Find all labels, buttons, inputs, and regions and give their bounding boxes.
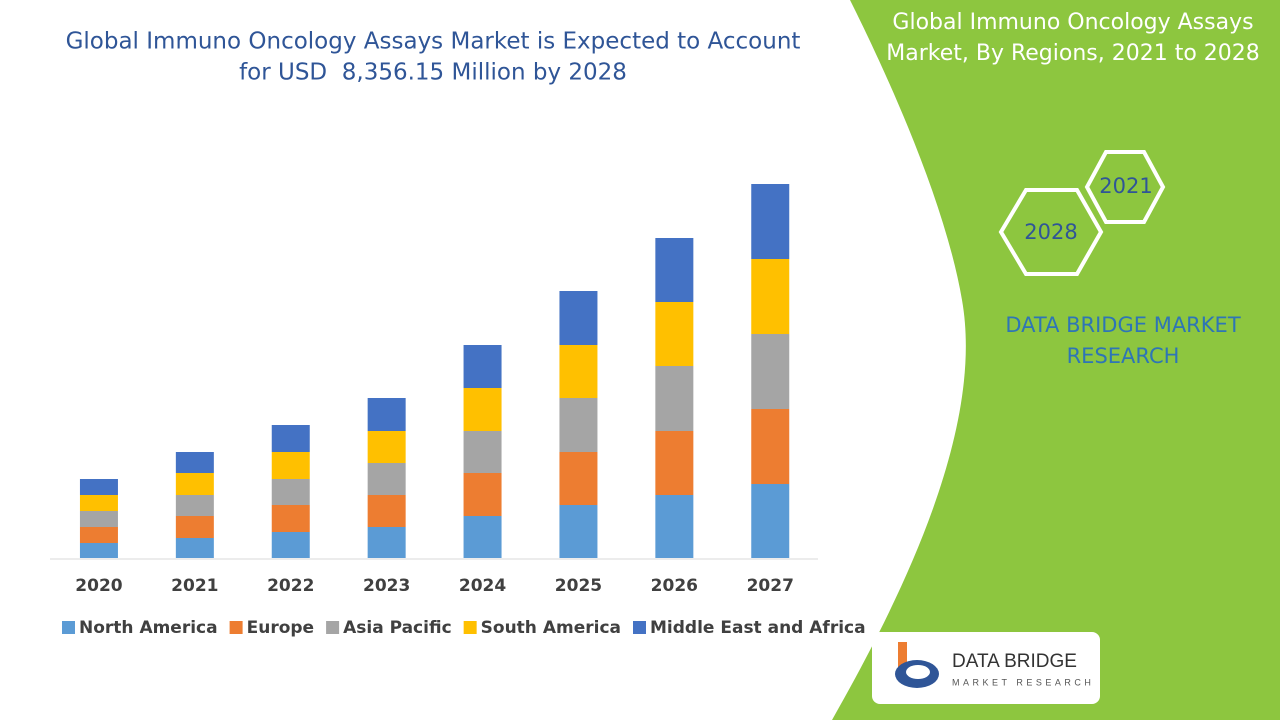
- bar-segment: [559, 291, 598, 345]
- side-panel-bg: [832, 0, 1280, 720]
- logo-hole: [906, 665, 930, 679]
- bar-segment: [367, 527, 406, 558]
- side-title: Global Immuno Oncology Assays: [892, 10, 1253, 35]
- bar-segment: [79, 511, 118, 527]
- x-tick-label: 2021: [171, 576, 218, 596]
- bar-segment: [559, 398, 598, 452]
- legend-swatch: [229, 621, 243, 634]
- bar-segment: [751, 259, 790, 334]
- legend-swatch: [326, 621, 340, 634]
- logo-box: [872, 632, 1100, 704]
- brand-text: DATA BRIDGE MARKET: [1005, 313, 1240, 337]
- bar-segment: [655, 366, 694, 431]
- bar-segment: [751, 409, 790, 484]
- legend-label: North America: [79, 618, 218, 638]
- bar-segment: [175, 538, 214, 558]
- legend-label: Asia Pacific: [343, 618, 452, 638]
- bar-segment: [79, 543, 118, 558]
- bar-segment: [655, 238, 694, 302]
- bar-segment: [367, 431, 406, 463]
- bar-segment: [175, 495, 214, 516]
- bar-segment: [271, 532, 310, 558]
- bar-segment: [655, 302, 694, 366]
- bar-segment: [271, 452, 310, 479]
- logo-stem: [898, 642, 907, 680]
- bar-segment: [367, 495, 406, 527]
- bar-segment: [79, 479, 118, 495]
- bar-segment: [559, 505, 598, 558]
- x-tick-label: 2027: [747, 576, 794, 596]
- chart-title: for USD 8,356.15 Million by 2028: [239, 60, 627, 86]
- bar-segment: [463, 388, 502, 431]
- bar-segment: [79, 527, 118, 543]
- bar-segment: [463, 516, 502, 558]
- logo-name: DATA BRIDGE: [952, 651, 1077, 672]
- side-title: Market, By Regions, 2021 to 2028: [886, 41, 1260, 66]
- bar-segment: [559, 345, 598, 398]
- bar-segment: [271, 479, 310, 505]
- bar-segment: [655, 495, 694, 558]
- bar-segment: [271, 425, 310, 452]
- bar-segment: [751, 334, 790, 409]
- bar-segment: [559, 452, 598, 505]
- bar-segment: [175, 452, 214, 473]
- bar-segment: [367, 463, 406, 495]
- x-tick-label: 2025: [555, 576, 602, 596]
- bar-segment: [463, 473, 502, 516]
- legend-label: Europe: [247, 618, 314, 638]
- legend-label: Middle East and Africa: [650, 618, 866, 638]
- x-tick-label: 2020: [75, 576, 122, 596]
- hex-label: 2028: [1024, 220, 1077, 244]
- x-tick-label: 2022: [267, 576, 314, 596]
- legend-swatch: [62, 621, 75, 634]
- bar-segment: [463, 345, 502, 388]
- bar-segment: [751, 484, 790, 558]
- bar-segment: [79, 495, 118, 511]
- bar-segment: [271, 505, 310, 532]
- legend-swatch: [463, 621, 477, 634]
- hexagon: [998, 188, 1104, 276]
- bar-segment: [751, 184, 790, 259]
- chart-title: Global Immuno Oncology Assays Market is …: [66, 29, 801, 55]
- logo-tagline: MARKET RESEARCH: [952, 677, 1094, 687]
- x-tick-label: 2026: [651, 576, 698, 596]
- hexagon: [1084, 150, 1166, 224]
- hex-label: 2021: [1099, 174, 1152, 198]
- bar-segment: [367, 398, 406, 431]
- legend-label: South America: [481, 618, 621, 638]
- bar-segment: [175, 516, 214, 538]
- bar-segment: [175, 473, 214, 495]
- bar-segment: [655, 431, 694, 495]
- brand-text: RESEARCH: [1067, 344, 1180, 368]
- x-tick-label: 2023: [363, 576, 410, 596]
- legend-swatch: [633, 621, 646, 634]
- x-tick-label: 2024: [459, 576, 506, 596]
- bar-segment: [463, 431, 502, 473]
- logo-mark: [895, 642, 939, 688]
